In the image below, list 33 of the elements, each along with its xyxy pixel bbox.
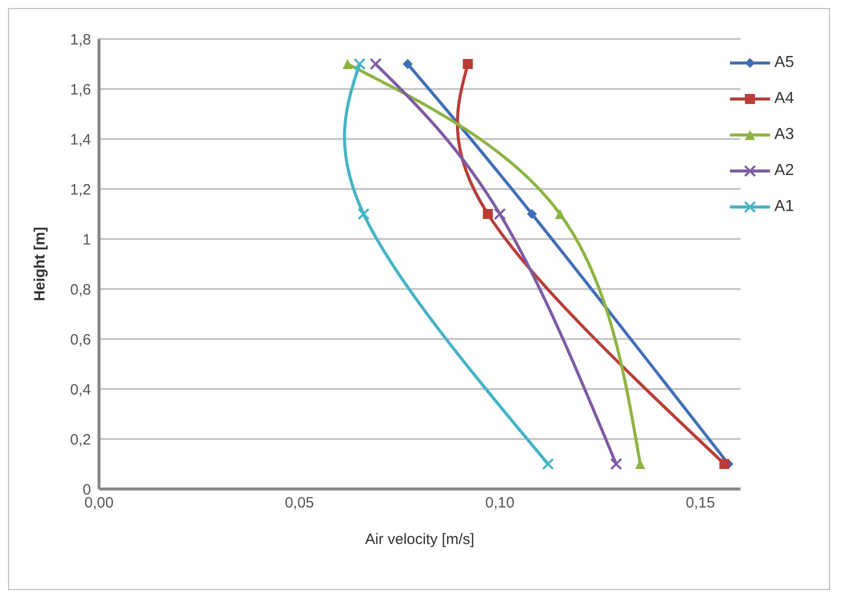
point xyxy=(494,208,506,220)
x-tick-label: 0,15 xyxy=(686,494,715,512)
x-tick-label: 0,05 xyxy=(284,494,314,512)
y-tick-label: 1 xyxy=(82,231,91,248)
point xyxy=(482,209,493,219)
point xyxy=(719,459,730,469)
point xyxy=(542,458,554,470)
legend-label: A1 xyxy=(774,198,794,216)
x-axis-title: Air velocity [m/s] xyxy=(365,531,474,548)
y-tick-label: 1,2 xyxy=(70,181,91,198)
point xyxy=(526,209,537,219)
legend-label: A4 xyxy=(774,90,794,108)
y-tick-label: 1,6 xyxy=(70,81,91,98)
y-axis-title: Height [m] xyxy=(31,226,48,302)
y-tick-label: 0,8 xyxy=(70,281,91,298)
point xyxy=(354,58,366,70)
legend-label: A2 xyxy=(774,162,794,180)
point xyxy=(358,208,370,220)
y-tick-label: 1,4 xyxy=(70,131,91,148)
x-tick-label: 0,10 xyxy=(485,494,514,512)
point xyxy=(462,59,473,69)
y-tick-label: 1,8 xyxy=(70,31,91,48)
y-tick-label: 0,2 xyxy=(70,431,91,448)
legend-label: A5 xyxy=(774,54,794,72)
point xyxy=(610,458,622,470)
point xyxy=(402,59,413,69)
point xyxy=(370,58,382,70)
legend-label: A3 xyxy=(774,126,794,144)
y-tick-label: 0,4 xyxy=(70,381,91,398)
y-tick-label: 0,6 xyxy=(70,331,91,348)
point xyxy=(635,459,646,469)
point xyxy=(555,209,566,219)
point xyxy=(342,59,353,69)
